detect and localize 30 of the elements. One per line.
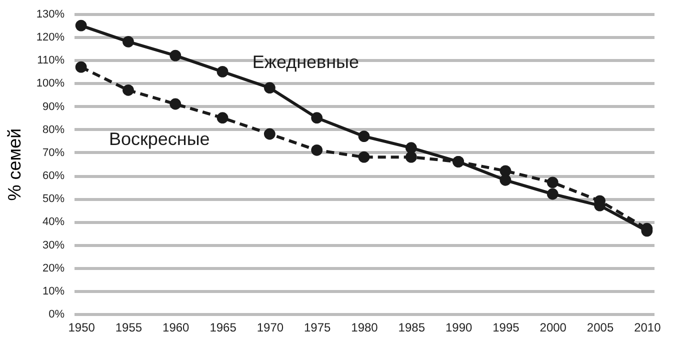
y-axis-title: % семей [4,128,24,201]
y-tick-label: 50% [42,193,65,206]
x-tick-label: 1960 [162,320,190,334]
y-tick-label: 130% [36,8,65,20]
y-tick-label: 80% [42,124,65,136]
y-tick-label: 20% [42,262,65,274]
y-tick-label: 120% [36,32,65,44]
series-label: Воскресные [108,129,210,149]
y-tick-label: 0% [48,308,65,320]
x-tick-label: 1990 [445,320,472,334]
x-tick-label: 1950 [68,320,96,334]
y-tick-label: 60% [42,170,65,182]
x-tick-label: 1975 [304,320,332,334]
y-tick-label: 100% [36,78,65,90]
y-tick-label: 30% [42,239,65,252]
x-tick-label: 1980 [351,320,378,334]
x-tick-label: 2000 [540,320,567,334]
x-tick-label: 1965 [210,320,237,334]
x-tick-label: 1955 [115,320,142,334]
x-tick-label: 1970 [256,320,284,334]
x-tick-label: 2005 [586,320,614,334]
x-tick-label: 2010 [634,320,662,334]
x-tick-label: 1985 [398,320,426,334]
y-tick-label: 110% [37,54,65,67]
series-label: Ежедневные [252,52,359,72]
y-tick-label: 10% [42,285,65,298]
y-tick-label: 90% [42,100,65,113]
y-tick-label: 40% [42,216,65,228]
x-tick-label: 1995 [492,320,520,334]
y-tick-label: 70% [42,146,65,159]
